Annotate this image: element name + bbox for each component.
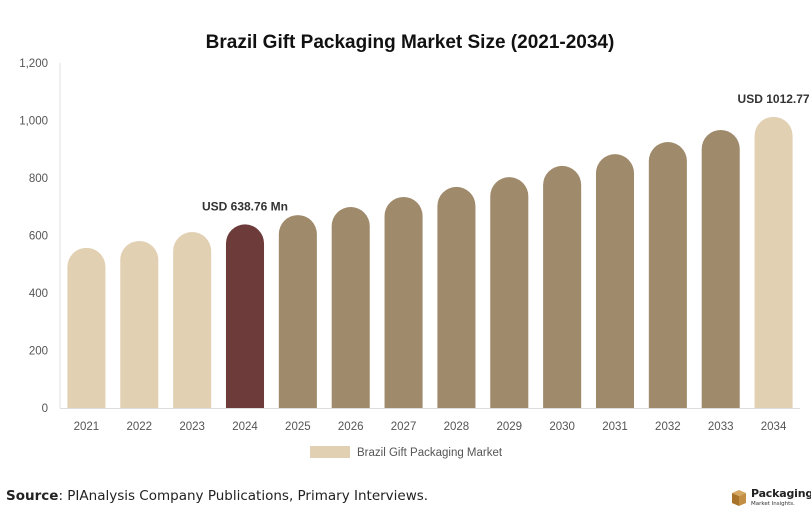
bar-2033[interactable] bbox=[701, 129, 740, 408]
bar-2026[interactable] bbox=[331, 207, 370, 408]
x-tick-label: 2030 bbox=[549, 421, 575, 433]
bar-2029[interactable] bbox=[490, 177, 529, 408]
y-tick-label: 1,200 bbox=[19, 58, 48, 70]
bar-2022[interactable] bbox=[120, 240, 159, 408]
x-tick-label: 2028 bbox=[444, 421, 470, 433]
legend[interactable]: Brazil Gift Packaging Market bbox=[310, 446, 503, 459]
bar-2021[interactable] bbox=[67, 247, 106, 408]
legend-label: Brazil Gift Packaging Market bbox=[357, 447, 503, 459]
bar-2024[interactable] bbox=[225, 224, 265, 408]
x-tick-label: 2023 bbox=[179, 421, 205, 433]
logo-name: Packaging bbox=[751, 487, 811, 500]
x-axis: 2021 2022 2023 2024 2025 2026 2027 2028 2029 2030… bbox=[74, 421, 787, 433]
bar-2027[interactable] bbox=[384, 196, 423, 408]
x-tick-label: 2024 bbox=[232, 421, 258, 433]
bar-2023[interactable] bbox=[173, 232, 212, 408]
brand-logo: Packaging Market Insights. bbox=[732, 487, 811, 513]
source-note: Source: PIAnalysis Company Publications,… bbox=[6, 488, 428, 504]
box-icon bbox=[732, 490, 746, 506]
legend-swatch bbox=[310, 446, 350, 458]
x-tick-label: 2025 bbox=[285, 421, 311, 433]
x-tick-label: 2029 bbox=[496, 421, 522, 433]
x-tick-label: 2033 bbox=[708, 421, 734, 433]
y-tick-label: 0 bbox=[42, 403, 48, 415]
y-tick-label: 1,000 bbox=[19, 116, 48, 128]
y-tick-label: 200 bbox=[29, 346, 48, 358]
y-axis: 0 200 400 600 800 1,000 1,200 bbox=[19, 58, 48, 415]
x-tick-label: 2032 bbox=[655, 421, 681, 433]
y-tick-label: 800 bbox=[29, 173, 48, 185]
bar-chart: Brazil Gift Packaging Market Size (2021-… bbox=[19, 32, 810, 459]
x-tick-label: 2022 bbox=[126, 421, 152, 433]
chart-title: Brazil Gift Packaging Market Size (2021-… bbox=[206, 32, 615, 53]
bar-2025[interactable] bbox=[278, 215, 317, 408]
bar-2028[interactable] bbox=[437, 186, 476, 408]
logo-subtitle: Market Insights. bbox=[751, 501, 795, 507]
x-tick-label: 2026 bbox=[338, 421, 364, 433]
bar-2034[interactable] bbox=[754, 116, 793, 409]
y-tick-label: 600 bbox=[29, 231, 48, 243]
annotations: USD 638.76 Mn USD 1012.77 bbox=[202, 92, 810, 214]
x-tick-label: 2021 bbox=[74, 421, 100, 433]
source-label: Source bbox=[6, 488, 59, 504]
bar-2031[interactable] bbox=[595, 154, 635, 408]
x-tick-label: 2034 bbox=[761, 421, 787, 433]
bar-2030[interactable] bbox=[543, 165, 582, 408]
bar-2032[interactable] bbox=[648, 142, 687, 408]
bars bbox=[67, 116, 793, 409]
data-label-2024: USD 638.76 Mn bbox=[202, 199, 288, 213]
x-tick-label: 2027 bbox=[391, 421, 417, 433]
x-tick-label: 2031 bbox=[602, 421, 628, 433]
data-label-2034: USD 1012.77 bbox=[738, 92, 810, 106]
source-text: : PIAnalysis Company Publications, Prima… bbox=[58, 488, 429, 504]
y-tick-label: 400 bbox=[29, 288, 48, 300]
